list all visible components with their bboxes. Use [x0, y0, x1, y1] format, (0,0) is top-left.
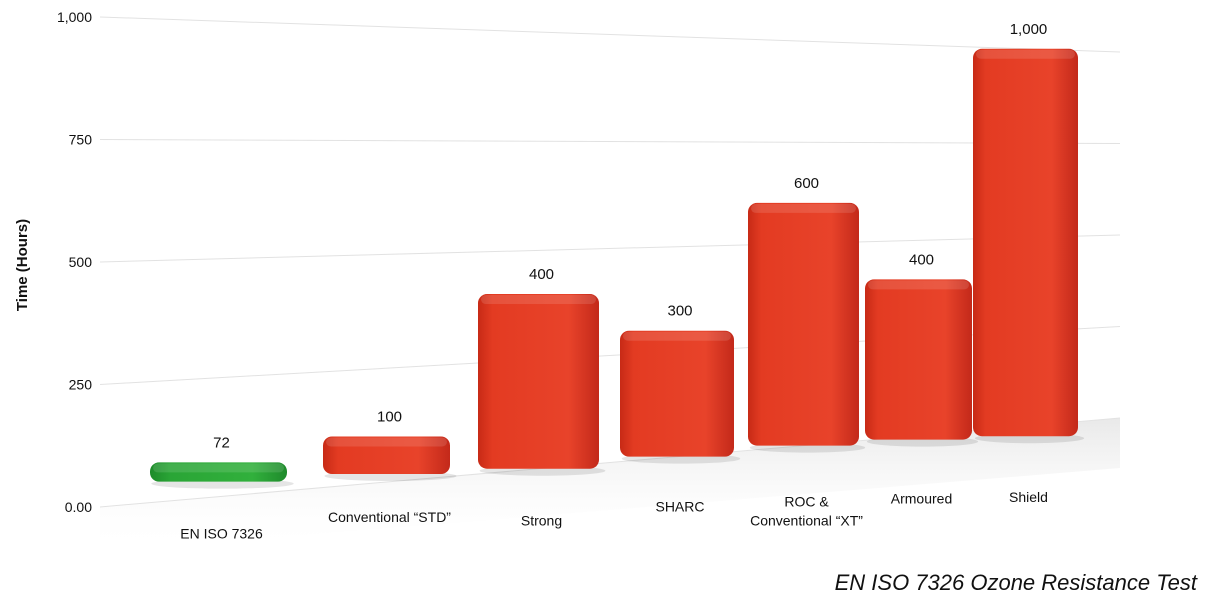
- gridline: [99, 16, 1121, 53]
- category-label: Armoured: [891, 491, 952, 507]
- bar-value-label: 1,000: [1010, 21, 1048, 38]
- bar-top-highlight: [868, 280, 969, 290]
- bar-top-highlight: [153, 463, 284, 473]
- category-label: Shield: [1009, 489, 1048, 505]
- y-tick-label: 500: [69, 254, 93, 270]
- bar: [865, 279, 972, 440]
- bar-value-label: 600: [794, 175, 819, 192]
- bar: [748, 202, 859, 446]
- y-axis-label: Time (Hours): [14, 219, 31, 311]
- gridline: [99, 234, 1121, 263]
- bar: [323, 436, 450, 475]
- category-label: EN ISO 7326: [180, 526, 263, 542]
- bar-top-highlight: [623, 331, 731, 341]
- bar-value-label: 100: [377, 408, 402, 425]
- chart-caption: EN ISO 7326 Ozone Resistance Test: [834, 570, 1197, 595]
- gridline: [99, 139, 1121, 144]
- y-tick-label: 250: [69, 377, 93, 393]
- bar-value-label: 400: [909, 251, 934, 268]
- category-label: Strong: [521, 513, 562, 529]
- bar-value-label: 400: [529, 266, 554, 283]
- category-label: ROC & Conventional “XT”: [750, 494, 863, 529]
- bar-top-highlight: [751, 203, 856, 213]
- bar: [620, 330, 734, 457]
- y-tick-label: 1,000: [57, 9, 92, 25]
- y-tick-label: 0.00: [65, 499, 92, 515]
- bar: [973, 48, 1078, 437]
- bar-value-label: 300: [667, 303, 692, 320]
- bar: [478, 294, 599, 469]
- category-label: SHARC: [655, 499, 704, 515]
- floor-shadow: [100, 418, 1120, 552]
- bar: [150, 462, 287, 482]
- bar-top-highlight: [481, 295, 596, 305]
- bar-top-highlight: [326, 437, 447, 447]
- bar-value-label: 72: [213, 434, 230, 451]
- category-label: Conventional “STD”: [328, 509, 451, 525]
- bar-top-highlight: [976, 49, 1075, 59]
- y-tick-label: 750: [69, 132, 93, 148]
